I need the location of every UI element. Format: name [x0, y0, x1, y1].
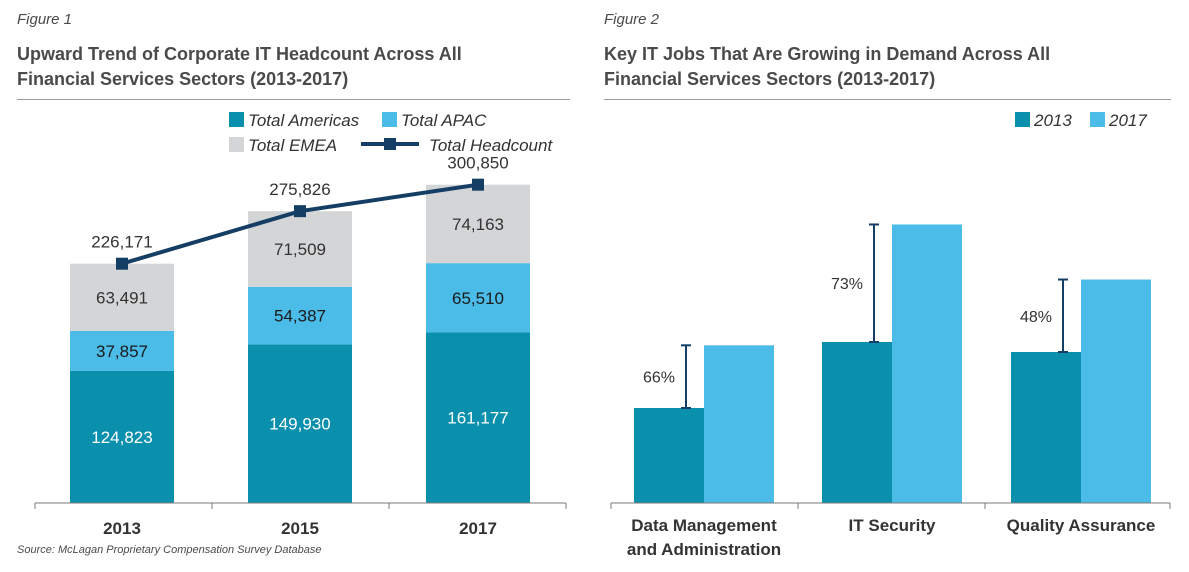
figure1-title-line2: Financial Services Sectors (2013-2017)	[17, 69, 349, 89]
growth-label-it-security: 73%	[831, 276, 863, 293]
label-americas-2017: 161,177	[447, 409, 508, 428]
figure2-x-tick-label-quality-assurance-0: Quality Assurance	[1007, 516, 1156, 535]
total-headcount-label-2017: 300,850	[447, 154, 508, 173]
bar-2013-quality-assurance	[1011, 352, 1081, 503]
legend-label-2013: 2013	[1033, 111, 1072, 130]
legend-label-emea: Total EMEA	[248, 136, 337, 155]
figure1-title: Upward Trend of Corporate IT Headcount A…	[17, 42, 577, 92]
figure1-rule	[17, 99, 570, 100]
legend-label-americas: Total Americas	[248, 111, 360, 130]
bar-2013-it-security	[822, 342, 892, 503]
legend-swatch-2017	[1090, 112, 1105, 127]
bar-2017-it-security	[892, 224, 962, 503]
label-apac-2015: 54,387	[274, 307, 326, 326]
bar-americas-2013	[70, 370, 174, 503]
label-emea-2015: 71,509	[274, 240, 326, 259]
figure1-label: Figure 1	[17, 11, 73, 28]
bar-apac-2015	[248, 286, 352, 345]
figure2-x-tick-label-it-security-0: IT Security	[849, 516, 936, 535]
growth-label-quality-assurance: 48%	[1020, 309, 1052, 326]
label-americas-2015: 149,930	[269, 415, 330, 434]
figure1-x-tick-label-2015: 2015	[281, 519, 319, 538]
bar-apac-2013	[70, 330, 174, 371]
legend-swatch-headcount-marker	[384, 138, 396, 150]
legend-label-2017: 2017	[1108, 111, 1147, 130]
figure2-title: Key IT Jobs That Are Growing in Demand A…	[604, 42, 1164, 92]
figure1-x-tick-label-2013: 2013	[103, 519, 141, 538]
bar-emea-2013	[70, 263, 174, 331]
bar-2017-data-management	[704, 345, 774, 503]
growth-label-data-management: 66%	[643, 370, 675, 387]
legend-label-headcount: Total Headcount	[429, 136, 553, 155]
bar-emea-2017	[426, 184, 530, 264]
figure2-label: Figure 2	[604, 11, 660, 28]
bar-emea-2015	[248, 211, 352, 287]
bar-americas-2017	[426, 332, 530, 503]
bar-2017-quality-assurance	[1081, 279, 1151, 503]
bar-apac-2017	[426, 263, 530, 333]
source-note: Source: McLagan Proprietary Compensation…	[17, 544, 322, 556]
bar-2013-data-management	[634, 408, 704, 503]
label-emea-2017: 74,163	[452, 215, 504, 234]
bar-americas-2015	[248, 344, 352, 503]
figure2-x-tick-label-data-management-0: Data Management	[631, 516, 777, 535]
total-headcount-label-2015: 275,826	[269, 180, 330, 199]
total-headcount-marker-2013	[116, 257, 128, 270]
legend-swatch-emea	[229, 137, 244, 152]
total-headcount-marker-2015	[294, 205, 306, 218]
label-apac-2017: 65,510	[452, 289, 504, 308]
figure2-rule	[604, 99, 1171, 100]
figure1-title-line1: Upward Trend of Corporate IT Headcount A…	[17, 44, 462, 64]
legend-label-apac: Total APAC	[401, 111, 487, 130]
legend-swatch-americas	[229, 112, 244, 127]
legend-swatch-2013	[1015, 112, 1030, 127]
total-headcount-marker-2017	[472, 178, 484, 191]
label-apac-2013: 37,857	[96, 342, 148, 361]
legend-swatch-apac	[382, 112, 397, 127]
figure2-title-line2: Financial Services Sectors (2013-2017)	[604, 69, 936, 89]
figure1-x-tick-label-2017: 2017	[459, 519, 497, 538]
label-americas-2013: 124,823	[91, 428, 152, 447]
total-headcount-label-2013: 226,171	[91, 233, 152, 252]
figure2-title-line1: Key IT Jobs That Are Growing in Demand A…	[604, 44, 1051, 64]
figure2-x-tick-label-data-management-1: and Administration	[627, 540, 781, 559]
label-emea-2013: 63,491	[96, 288, 148, 307]
